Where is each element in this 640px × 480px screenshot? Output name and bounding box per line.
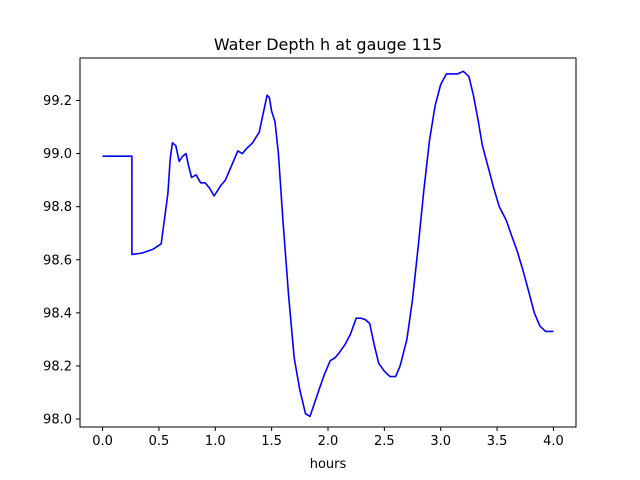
x-tick-label: 2.5 bbox=[374, 434, 395, 449]
plot-area bbox=[79, 57, 577, 428]
x-tick-label: 0.5 bbox=[149, 434, 170, 449]
chart-title: Water Depth h at gauge 115 bbox=[214, 35, 442, 54]
y-tick-label: 98.2 bbox=[43, 359, 72, 374]
x-tick-label: 2.0 bbox=[318, 434, 339, 449]
y-tick-label: 98.4 bbox=[43, 306, 72, 321]
x-tick-label: 4.0 bbox=[543, 434, 564, 449]
y-tick-label: 98.6 bbox=[43, 253, 72, 268]
x-tick-label: 1.0 bbox=[205, 434, 226, 449]
y-tick-label: 98.8 bbox=[43, 200, 72, 215]
y-axis: 98.0 98.2 98.4 98.6 98.8 99.0 99.2 bbox=[43, 94, 80, 428]
y-tick-label: 99.0 bbox=[43, 147, 72, 162]
x-tick-label: 3.5 bbox=[487, 434, 508, 449]
series-line-0 bbox=[102, 70, 554, 418]
x-tick-label: 1.5 bbox=[261, 434, 282, 449]
x-axis: 0.0 0.5 1.0 1.5 2.0 2.5 3.0 3.5 4.0 bbox=[92, 427, 564, 449]
x-axis-label: hours bbox=[310, 457, 347, 472]
x-tick-label: 0.0 bbox=[92, 434, 113, 449]
x-tick-label: 3.0 bbox=[430, 434, 451, 449]
y-tick-label: 99.2 bbox=[43, 94, 72, 109]
y-tick-label: 98.0 bbox=[43, 413, 72, 428]
plot-frame bbox=[79, 57, 577, 428]
